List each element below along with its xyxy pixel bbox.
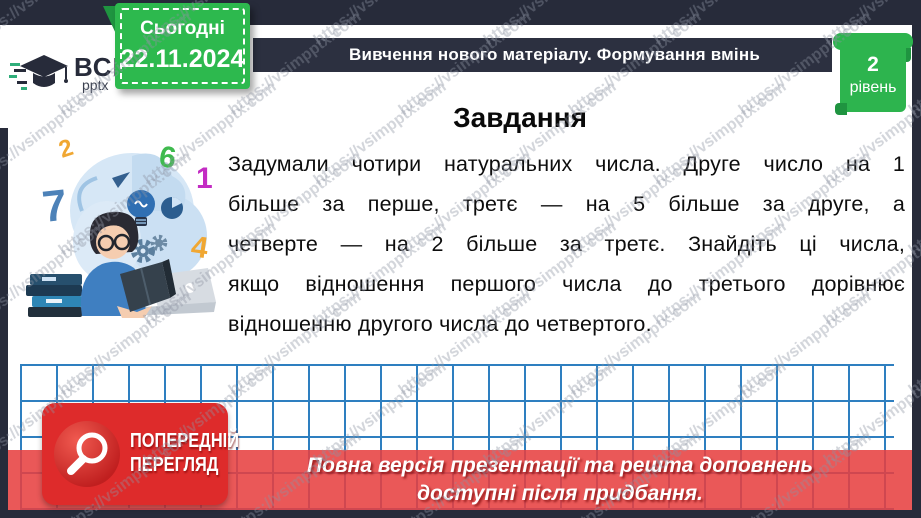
student-illustration: 2 6 1 7 4 bbox=[26, 134, 216, 318]
level-badge-curl bbox=[835, 103, 847, 115]
date-badge: Сьогодні 22.11.2024 bbox=[115, 3, 250, 89]
preview-line-1: ПОПЕРЕДНІЙ bbox=[130, 430, 240, 452]
logo-subtext: pptx bbox=[82, 77, 109, 93]
level-text: 2 рівень bbox=[840, 52, 906, 98]
level-badge-body bbox=[840, 38, 906, 112]
task-text-line: якщо відношення першого числа до третьог… bbox=[228, 272, 905, 296]
student-figure bbox=[80, 211, 176, 318]
level-label: рівень bbox=[849, 79, 897, 97]
task-text: Задумали чотири натуральних числа. Друге… bbox=[228, 144, 905, 344]
paper-plane-icon bbox=[112, 172, 130, 188]
number-2: 2 bbox=[56, 134, 77, 164]
frame-left bbox=[0, 25, 8, 510]
level-number: 2 bbox=[867, 53, 879, 76]
level-badge: 2 рівень bbox=[833, 30, 913, 115]
lightbulb-icon bbox=[127, 190, 155, 226]
books-icon bbox=[26, 274, 82, 317]
frame-bottom bbox=[0, 510, 921, 518]
task-text-line: Задумали чотири натуральних числа. Друге… bbox=[228, 152, 905, 176]
frame-right bbox=[912, 25, 921, 510]
preview-stamp-text: ПОПЕРЕДНІЙ ПЕРЕГЛЯД bbox=[130, 429, 240, 477]
task-text-line: більше за перше, третє — на 5 більше за … bbox=[228, 192, 905, 216]
date-badge-fold bbox=[103, 6, 117, 36]
magnifier-circle bbox=[54, 421, 120, 487]
topic-text: Вивчення нового матеріалу. Формування вм… bbox=[349, 45, 760, 64]
page-title: Завдання bbox=[453, 102, 587, 133]
graduation-cap-icon bbox=[9, 55, 68, 90]
pie-chart-icon bbox=[161, 196, 183, 219]
number-4: 4 bbox=[189, 230, 210, 265]
date-badge-dashed-border bbox=[120, 8, 245, 84]
date-label: Сьогодні bbox=[140, 18, 225, 40]
preview-stamp: ПОПЕРЕДНІЙ ПЕРЕГЛЯД bbox=[42, 403, 240, 505]
magnifier-icon bbox=[67, 432, 108, 475]
number-7: 7 bbox=[40, 181, 69, 232]
date-value: 22.11.2024 bbox=[120, 45, 245, 74]
level-badge-curl bbox=[901, 48, 911, 62]
topic-bar: Вивчення нового матеріалу. Формування вм… bbox=[253, 38, 832, 72]
number-6: 6 bbox=[157, 140, 178, 175]
gear-icon bbox=[131, 234, 168, 263]
task-text-line: четверте — на 2 більше за третє. Знайдіт… bbox=[228, 232, 905, 256]
footer-line-1: Повна версія презентації та решта доповн… bbox=[307, 454, 813, 477]
preview-line-2: ПЕРЕГЛЯД bbox=[130, 454, 219, 476]
purchase-footer-text: Повна версія презентації та решта доповн… bbox=[235, 452, 885, 508]
number-1: 1 bbox=[196, 162, 213, 195]
footer-line-2: доступні після придбання. bbox=[417, 482, 703, 505]
task-text-line: відношенню другого числа до четвертого. bbox=[228, 312, 652, 336]
